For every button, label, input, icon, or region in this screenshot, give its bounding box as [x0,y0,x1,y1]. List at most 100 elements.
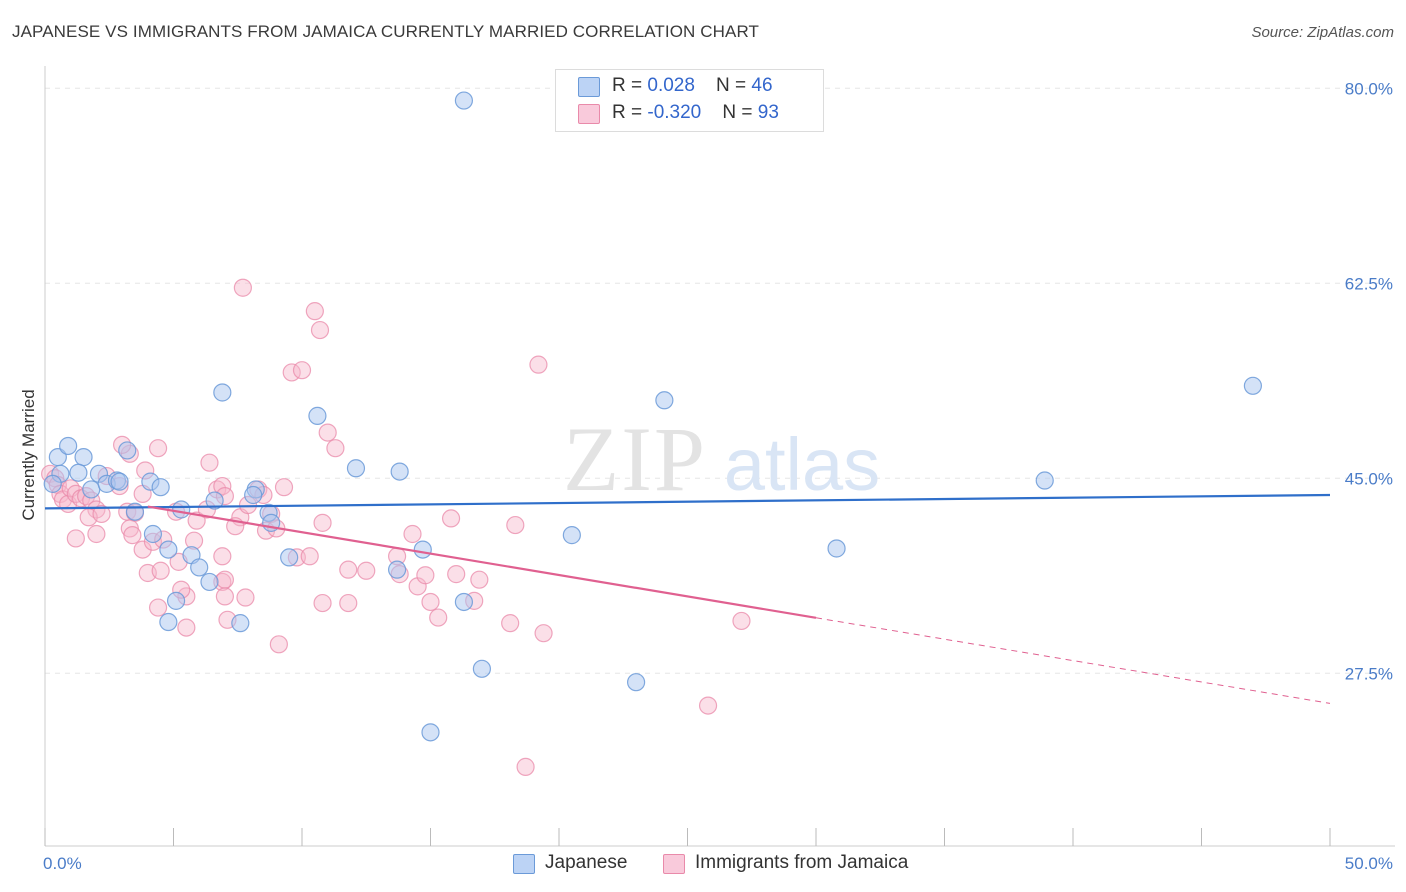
data-point-jamaica [213,547,232,566]
data-point-jamaica [339,593,358,613]
data-point-japanese [172,500,191,519]
tick-labels: 27.5% 45.0% 62.5% 80.0% 0.0% 50.0% [43,79,1393,873]
legend-swatch-japanese [513,854,535,874]
data-point-japanese [827,539,846,558]
trend-line-jamaica-extension [815,617,1331,704]
data-point-jamaica [87,524,106,544]
data-point-japanese [244,485,263,505]
data-point-jamaica [357,561,376,580]
x-tick-label: 50.0% [1345,854,1393,873]
data-point-jamaica [292,361,312,380]
data-point-japanese [159,540,178,559]
data-point-jamaica [215,570,234,589]
trend-lines [44,493,1331,704]
y-axis-title: Currently Married [19,389,38,520]
trend-line-jamaica [147,505,817,619]
data-point-jamaica [516,757,535,776]
legend-r-label: R = [612,75,648,96]
legend-swatch-jamaica [578,104,600,124]
data-point-japanese [387,560,407,579]
data-point-japanese [280,548,299,567]
data-point-japanese [1035,471,1054,490]
chart-title: JAPANESE VS IMMIGRANTS FROM JAMAICA CURR… [12,22,760,41]
legend-label-japanese: Japanese [545,852,628,873]
y-tick-label: 62.5% [1345,274,1393,293]
data-point-jamaica [429,608,448,627]
data-point-japanese [166,591,186,610]
data-point-jamaica [698,696,718,715]
y-tick-label: 80.0% [1345,79,1393,98]
data-point-japanese [390,462,409,481]
x-tick-label: 0.0% [43,854,82,873]
data-point-japanese [413,540,432,559]
data-point-jamaica [236,588,255,607]
legend-n-label: N = [722,102,758,123]
data-point-japanese [190,558,209,577]
data-point-jamaica [300,547,319,566]
legend-r-value: 0.028 [647,75,695,96]
data-point-japanese [308,406,327,425]
trend-line-japanese [44,493,1331,510]
correlation-legend: R = 0.028 N = 46 R = -0.320 N = 93 [555,69,824,132]
data-point-japanese [74,448,93,467]
data-point-jamaica [92,504,111,524]
data-point-japanese [655,391,674,410]
data-point-jamaica [66,529,85,548]
legend-r-value: -0.320 [647,102,702,123]
data-point-japanese [454,91,474,110]
data-point-japanese [110,472,129,491]
data-point-jamaica [123,526,142,545]
data-point-jamaica [501,614,520,633]
data-point-japanese [454,592,474,612]
data-point-jamaica [274,478,294,497]
legend-swatch-japanese [578,77,600,97]
data-point-japanese [200,572,219,592]
y-tick-label: 27.5% [1345,664,1393,683]
series-japanese-points [43,91,1263,742]
data-point-jamaica [305,302,324,321]
data-point-jamaica [200,453,219,472]
data-point-japanese [421,723,440,742]
data-point-japanese [205,491,224,510]
watermark-zip: ZIP [563,408,707,510]
source-credit: Source: ZipAtlas.com [1251,24,1394,41]
data-point-jamaica [529,355,548,374]
data-point-jamaica [403,524,422,544]
data-point-jamaica [339,560,358,579]
data-point-japanese [346,459,366,478]
data-point-japanese [213,383,232,402]
data-point-jamaica [148,439,168,458]
data-point-jamaica [732,611,751,631]
data-point-japanese [69,463,88,482]
grid-lines [45,87,1395,674]
data-point-jamaica [310,320,330,340]
data-point-jamaica [421,592,440,612]
watermark: ZIP atlas [563,408,880,510]
data-point-jamaica [416,566,435,585]
data-point-japanese [43,474,62,493]
data-point-japanese [59,436,78,456]
data-point-jamaica [534,624,553,643]
data-point-jamaica [447,565,466,584]
data-point-jamaica [269,635,288,654]
data-point-japanese [143,524,163,544]
data-point-japanese [231,614,250,633]
data-point-jamaica [148,598,168,617]
data-point-japanese [626,673,646,692]
watermark-atlas: atlas [724,423,880,506]
legend-label-jamaica: Immigrants from Jamaica [695,852,909,873]
data-point-jamaica [215,587,234,606]
series-legend: Japanese Immigrants from Jamaica [0,852,1406,878]
legend-swatch-jamaica [663,854,685,874]
data-point-japanese [562,526,581,545]
data-point-jamaica [233,278,252,297]
data-point-jamaica [506,515,525,535]
data-point-jamaica [177,618,196,637]
data-point-japanese [151,478,170,497]
data-point-japanese [82,480,101,499]
data-point-jamaica [151,561,170,580]
data-point-jamaica [326,439,345,458]
data-point-jamaica [441,509,461,528]
data-point-jamaica [470,570,489,589]
